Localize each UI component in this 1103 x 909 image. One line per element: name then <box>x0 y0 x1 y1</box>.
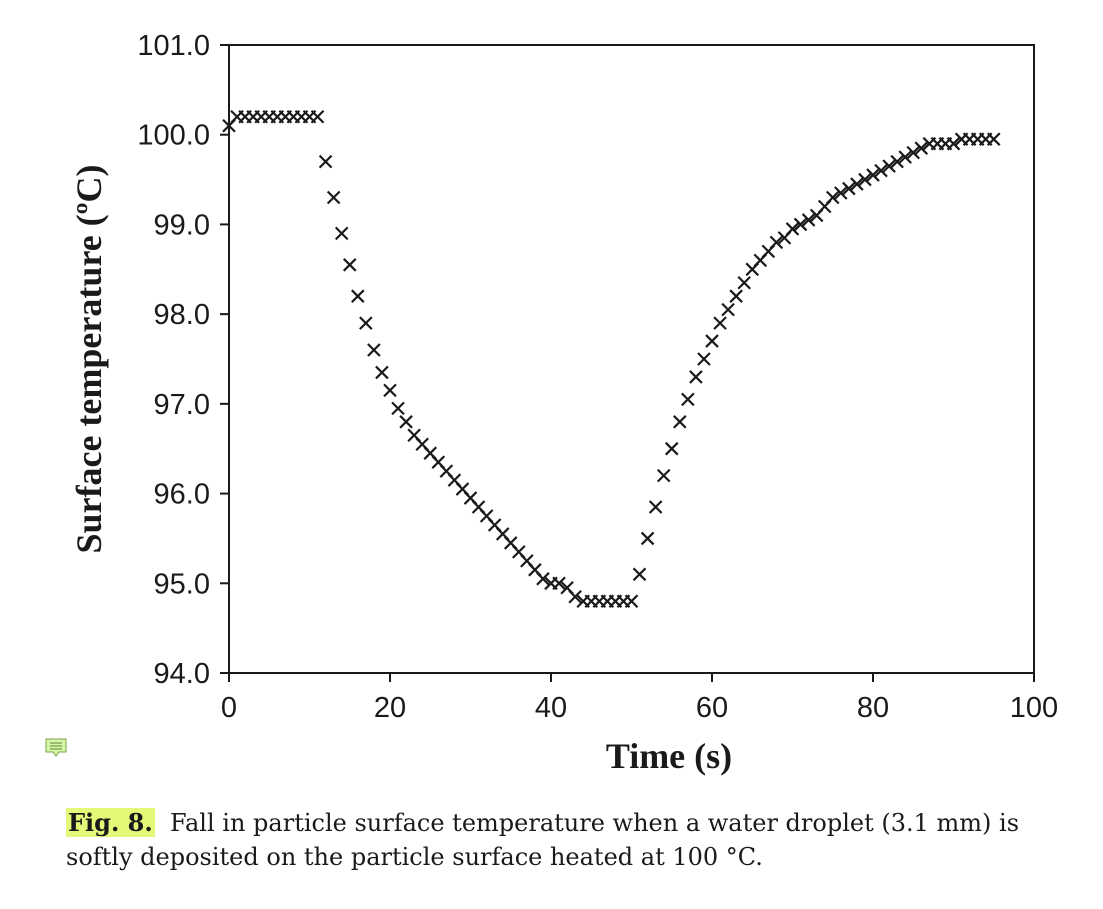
data-point <box>874 163 888 178</box>
y-tick-label: 98.0 <box>154 299 210 331</box>
data-point <box>721 302 735 317</box>
y-axis: 94.0 95.0 96.0 97.0 98.0 99.0 100.0 101.0 <box>137 30 229 690</box>
data-point <box>713 316 727 330</box>
data-point <box>785 222 800 236</box>
y-tick-label: 100.0 <box>137 120 210 152</box>
data-point <box>375 365 389 380</box>
figure-label: Fig. 8. <box>66 808 155 837</box>
data-point <box>825 190 840 205</box>
y-tick-label: 94.0 <box>154 658 210 690</box>
data-point <box>624 594 639 609</box>
data-point <box>801 213 816 227</box>
data-point <box>673 415 687 429</box>
data-point <box>866 168 880 182</box>
y-tick-label: 101.0 <box>137 30 210 62</box>
data-point <box>632 567 647 582</box>
data-point <box>318 154 333 169</box>
data-point <box>793 217 808 232</box>
y-tick-label: 96.0 <box>154 479 210 511</box>
data-point <box>858 172 872 187</box>
data-point <box>656 468 671 483</box>
data-point <box>342 258 357 272</box>
x-tick-label: 100 <box>1010 692 1058 724</box>
y-tick-label: 97.0 <box>154 389 210 421</box>
x-axis-title: Time (s) <box>606 736 732 776</box>
figure-caption: Fig. 8. Fall in particle surface tempera… <box>66 806 1076 874</box>
x-tick-label: 0 <box>221 692 237 724</box>
comment-icon[interactable] <box>45 738 67 758</box>
data-point <box>882 159 896 173</box>
data-point <box>648 500 663 514</box>
data-point <box>697 352 711 366</box>
data-point <box>681 392 695 407</box>
data-point <box>946 136 961 151</box>
series-markers <box>222 109 1001 609</box>
caption-text: Fall in particle surface temperature whe… <box>66 809 1020 871</box>
data-point <box>664 441 679 456</box>
data-point <box>310 109 325 124</box>
data-point <box>890 154 904 169</box>
data-point <box>536 572 550 586</box>
data-point <box>729 289 743 303</box>
y-tick-label: 95.0 <box>154 568 210 600</box>
data-point <box>737 275 751 290</box>
x-tick-label: 20 <box>374 692 406 724</box>
x-axis: 0 20 40 60 80 100 <box>221 673 1058 724</box>
data-point <box>351 289 365 303</box>
plot-frame <box>228 44 1035 674</box>
y-tick-label: 99.0 <box>154 209 210 241</box>
data-point <box>850 177 864 191</box>
data-point <box>367 343 381 357</box>
x-tick-label: 40 <box>535 692 567 724</box>
data-point <box>383 383 397 398</box>
x-tick-label: 80 <box>857 692 889 724</box>
data-point <box>769 235 784 250</box>
chart: 94.0 95.0 96.0 97.0 98.0 99.0 100.0 101.0 0 20 40… <box>69 30 1058 776</box>
data-point <box>986 132 1001 146</box>
data-point <box>640 531 655 546</box>
data-point <box>705 334 719 348</box>
data-point <box>399 415 413 429</box>
data-point <box>568 589 582 604</box>
data-point <box>359 316 373 330</box>
data-point <box>834 186 848 200</box>
data-point <box>326 190 341 205</box>
data-point <box>552 576 566 591</box>
data-point <box>391 401 405 416</box>
data-point <box>689 370 703 384</box>
y-axis-title: Surface temperature (ºC) <box>69 164 109 553</box>
x-tick-label: 60 <box>696 692 728 724</box>
data-point <box>842 181 856 196</box>
data-point <box>906 145 921 160</box>
data-point <box>914 141 929 155</box>
data-point <box>334 226 349 241</box>
data-point <box>898 150 912 164</box>
